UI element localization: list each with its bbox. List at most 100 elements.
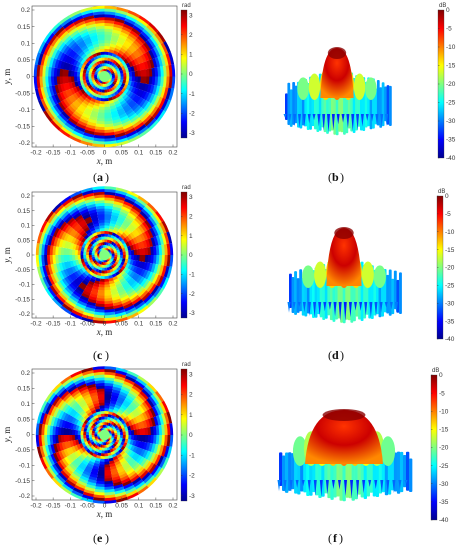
phase-ring-segment bbox=[107, 242, 111, 247]
phase-ring-segment bbox=[77, 105, 86, 113]
phase-ring-segment bbox=[96, 265, 101, 270]
phase-ring-segment bbox=[49, 245, 54, 256]
phase-ring-segment bbox=[90, 236, 96, 242]
phase-ring-segment bbox=[118, 421, 123, 427]
phase-ring-segment bbox=[63, 35, 73, 45]
phase-ring-segment bbox=[127, 290, 137, 298]
phase-ring-segment bbox=[125, 489, 138, 497]
phase-ring-segment bbox=[108, 87, 113, 92]
phase-ring-segment bbox=[51, 48, 59, 59]
phase-ring-segment bbox=[96, 388, 105, 393]
skirt-spike bbox=[374, 480, 378, 490]
phase-ring-segment bbox=[153, 274, 162, 286]
phase-ring-segment bbox=[146, 254, 151, 264]
phase-ring-segment bbox=[120, 65, 126, 71]
phase-ring-segment bbox=[138, 15, 150, 25]
phase-ring-segment bbox=[125, 287, 135, 296]
phase-ring-segment bbox=[72, 243, 78, 250]
phase-ring-segment bbox=[58, 419, 65, 428]
phase-ring-segment bbox=[48, 95, 57, 107]
phase-ring-segment bbox=[52, 425, 57, 436]
svg-text:(: ( bbox=[328, 170, 332, 184]
phase-ring-segment bbox=[92, 232, 98, 238]
phase-ring-segment bbox=[81, 262, 87, 268]
phase-ring-segment bbox=[97, 81, 102, 86]
phase-ring-segment bbox=[78, 219, 86, 227]
phase-ring-segment bbox=[109, 58, 114, 64]
phase-ring-segment bbox=[150, 394, 160, 406]
phase-ring-segment bbox=[152, 263, 159, 274]
phase-ring-segment bbox=[99, 63, 103, 68]
phase-ring-segment bbox=[126, 225, 134, 233]
skirt-spike bbox=[365, 114, 369, 121]
phase-ring-segment bbox=[95, 383, 105, 388]
phase-ring-segment bbox=[92, 428, 97, 432]
phase-ring-segment bbox=[60, 375, 72, 385]
phase-ring-segment bbox=[118, 394, 127, 401]
phase-ring-segment bbox=[132, 265, 138, 273]
phase-ring-segment bbox=[158, 222, 167, 234]
phase-ring-segment bbox=[120, 404, 128, 411]
x-tick-label: 0.05 bbox=[115, 321, 128, 328]
phase-ring-segment bbox=[134, 106, 144, 116]
phase-ring-segment bbox=[72, 260, 78, 267]
phase-ring-segment bbox=[99, 425, 103, 430]
phase-ring-segment bbox=[112, 262, 117, 267]
phase-ring-segment bbox=[135, 377, 147, 388]
phase-ring-segment bbox=[88, 404, 95, 410]
phase-ring-segment bbox=[108, 274, 113, 279]
phase-ring-segment bbox=[114, 45, 122, 51]
phase-ring-segment bbox=[117, 236, 123, 242]
phase-ring-segment bbox=[140, 31, 150, 41]
phase-ring-segment bbox=[78, 477, 88, 484]
phase-ring-segment bbox=[111, 389, 121, 395]
phase-ring-segment bbox=[111, 412, 117, 418]
phase-ring-segment bbox=[87, 45, 95, 51]
phase-ring-segment bbox=[82, 134, 94, 141]
sidelobe-column bbox=[294, 271, 298, 315]
phase-ring-segment bbox=[112, 50, 119, 56]
phase-ring-segment bbox=[76, 420, 82, 427]
phase-ring-segment bbox=[94, 279, 100, 285]
phase-ring-segment bbox=[80, 246, 86, 252]
phase-ring-segment bbox=[57, 399, 66, 410]
phase-ring-segment bbox=[106, 437, 111, 441]
phase-ring-segment bbox=[114, 444, 119, 450]
phase-ring-segment bbox=[124, 415, 131, 422]
phase-ring-segment bbox=[78, 245, 83, 251]
phase-ring-segment bbox=[68, 70, 73, 77]
phase-ring-segment bbox=[88, 460, 95, 466]
phase-ring-segment bbox=[110, 249, 114, 253]
phase-ring-segment bbox=[104, 319, 117, 324]
phase-ring-segment bbox=[66, 217, 76, 226]
phase-ring-segment bbox=[46, 86, 53, 97]
phase-ring-segment bbox=[116, 107, 125, 114]
phase-ring-segment bbox=[110, 86, 115, 91]
phase-ring-segment bbox=[88, 243, 93, 248]
phase-ring-segment bbox=[117, 409, 124, 415]
phase-ring-segment bbox=[109, 417, 114, 422]
phase-ring-segment bbox=[95, 257, 99, 261]
phase-ring-segment bbox=[66, 275, 74, 284]
phase-ring-segment bbox=[73, 403, 81, 411]
phase-ring-segment bbox=[140, 43, 149, 53]
phase-ring-segment bbox=[88, 389, 98, 395]
phase-ring-segment bbox=[76, 397, 85, 405]
phase-ring-segment bbox=[76, 465, 85, 473]
phase-ring-segment bbox=[68, 236, 75, 244]
phase-ring-segment bbox=[119, 424, 125, 429]
main-lobe-cap bbox=[334, 227, 354, 239]
phase-ring-segment bbox=[51, 76, 56, 86]
phase-ring-segment bbox=[82, 311, 95, 318]
phase-ring-segment bbox=[130, 27, 141, 37]
phase-ring-segment bbox=[123, 219, 131, 227]
phase-ring-segment bbox=[116, 94, 123, 101]
phase-ring-segment bbox=[79, 421, 85, 428]
phase-ring-segment bbox=[111, 35, 119, 41]
phase-ring-segment bbox=[45, 390, 55, 403]
colorbar-tick-label: 2 bbox=[189, 214, 193, 221]
colorbar-tick-label: -1 bbox=[189, 272, 195, 279]
phase-ring-segment bbox=[92, 412, 98, 418]
phase-ring-segment bbox=[163, 424, 168, 436]
svg-text:(: ( bbox=[93, 170, 97, 184]
